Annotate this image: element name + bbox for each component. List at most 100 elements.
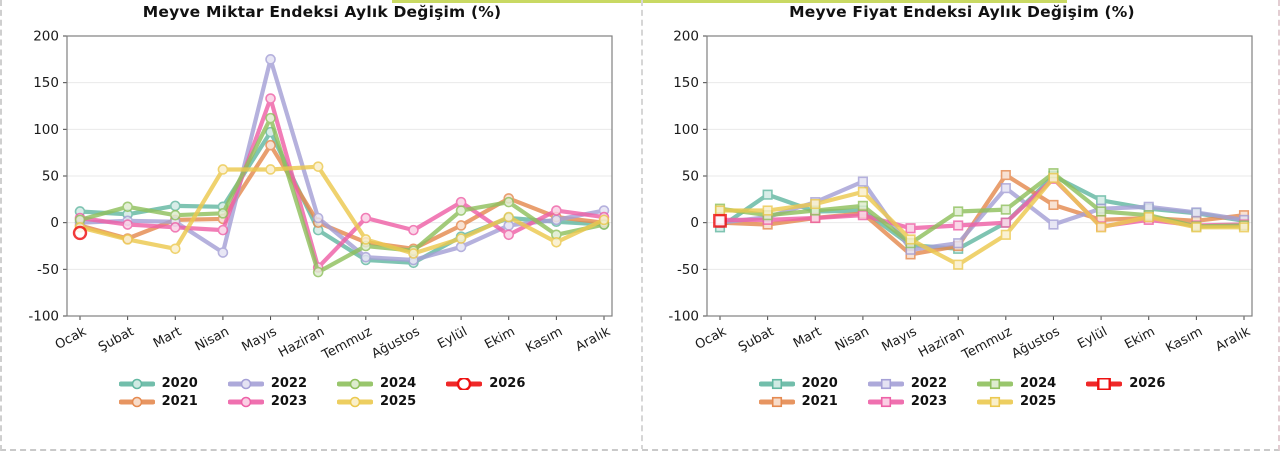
x-tick-label: Ağustos: [369, 324, 422, 362]
x-tick-label: Eylül: [435, 324, 470, 352]
data-point-marker: [349, 378, 361, 389]
data-point-marker: [762, 189, 773, 200]
legend-swatch: [977, 378, 1013, 389]
x-tick-label: Nisan: [193, 324, 232, 354]
legend-column: 2020 2021: [758, 376, 838, 409]
data-point-marker: [989, 396, 1001, 407]
legend-swatch: [118, 396, 155, 407]
legend-column: 2026: [446, 376, 525, 409]
data-point-marker: [169, 243, 181, 255]
data-point-marker: [551, 236, 562, 248]
y-tick-label: 200: [33, 29, 59, 45]
legend-item-2023: 2023: [227, 394, 307, 409]
data-point-marker: [713, 213, 727, 228]
data-point-marker: [762, 205, 773, 216]
data-point-marker: [1000, 217, 1011, 228]
data-point-marker: [857, 200, 868, 211]
data-point-marker: [771, 378, 782, 389]
y-tick-label: 50: [682, 169, 699, 185]
data-point-marker: [122, 201, 133, 213]
data-point-marker: [1096, 195, 1107, 206]
y-tick-label: -100: [28, 309, 59, 325]
data-point-marker: [857, 176, 868, 187]
data-point-marker: [953, 220, 964, 231]
legend-label: 2021: [161, 394, 198, 409]
legend-swatch: [118, 378, 155, 389]
data-point-marker: [122, 234, 133, 245]
chart-panel-quantity: Meyve Miktar Endeksi Aylık Değişim (%) 2…: [2, 0, 642, 449]
x-tick-label: Aralık: [573, 324, 613, 355]
legend-swatch: [758, 396, 795, 407]
top-accent-line: [392, 0, 1067, 3]
data-point-marker: [349, 396, 361, 407]
x-tick-label: Mayıs: [239, 324, 279, 355]
series-2024: [74, 112, 610, 278]
legend-item-2025: 2025: [977, 394, 1056, 409]
y-tick-label: 100: [33, 122, 59, 138]
data-point-marker: [265, 54, 276, 65]
legend-swatch: [867, 378, 904, 389]
legend-swatch: [227, 378, 264, 389]
chart-title-price: Meyve Fiyat Endeksi Aylık Değişim (%): [789, 3, 1135, 21]
x-tick-label: Şubat: [736, 324, 776, 355]
x-tick-label: Nisan: [833, 324, 872, 354]
data-point-marker: [771, 396, 782, 407]
series-2025: [74, 161, 610, 259]
data-point-marker: [1000, 183, 1011, 194]
x-tick-label: Kasım: [523, 324, 565, 356]
series-2026: [72, 225, 88, 241]
series-2025: [714, 172, 1250, 270]
legend-column: 2024 2025: [337, 376, 416, 409]
legend-label: 2024: [380, 376, 417, 391]
y-tick-label: -100: [668, 309, 699, 325]
x-tick-label: Aralık: [1213, 324, 1253, 355]
data-point-marker: [1191, 207, 1202, 218]
y-tick-label: 50: [42, 169, 59, 185]
data-point-marker: [1048, 172, 1059, 183]
data-point-marker: [240, 396, 252, 407]
data-point-marker: [131, 396, 142, 407]
data-point-marker: [217, 224, 229, 236]
legend-label: 2023: [270, 394, 307, 409]
legend-swatch: [337, 396, 373, 407]
legend-swatch: [227, 396, 264, 407]
legend-item-2024: 2024: [977, 376, 1056, 391]
chart-legend-quantity: 2020 2021 2022 2023 2024 2025 2026: [2, 376, 642, 409]
legend-label: 2026: [1129, 376, 1166, 391]
data-point-marker: [953, 238, 964, 249]
data-point-marker: [1000, 169, 1011, 181]
chart-panel-price: Meyve Fiyat Endeksi Aylık Değişim (%) 20…: [642, 0, 1278, 449]
x-tick-label: Şubat: [96, 324, 136, 355]
panel-divider: [641, 0, 643, 449]
legend-item-2026: 2026: [1086, 376, 1165, 391]
series-2026: [713, 213, 727, 228]
data-point-marker: [1143, 201, 1154, 212]
legend-item-2021: 2021: [758, 394, 838, 409]
legend-label: 2020: [161, 376, 198, 391]
data-point-marker: [905, 223, 916, 234]
data-point-marker: [989, 378, 1001, 389]
legend-item-2021: 2021: [118, 394, 198, 409]
data-point-marker: [217, 208, 229, 219]
data-point-marker: [312, 161, 324, 172]
data-point-marker: [131, 378, 142, 389]
data-point-marker: [312, 266, 324, 278]
legend-item-2025: 2025: [337, 394, 416, 409]
y-tick-label: 100: [673, 122, 699, 138]
legend-column: 2024 2025: [977, 376, 1056, 409]
data-point-marker: [857, 210, 868, 221]
data-point-marker: [1191, 222, 1202, 233]
x-tick-label: Ekim: [1122, 324, 1157, 352]
y-tick-label: 0: [690, 215, 699, 231]
x-tick-label: Mart: [791, 324, 824, 351]
y-tick-label: 0: [50, 215, 59, 231]
x-tick-label: Ekim: [482, 324, 517, 352]
x-tick-label: Ocak: [53, 324, 89, 353]
data-point-marker: [265, 139, 276, 151]
data-point-marker: [312, 212, 324, 224]
data-point-marker: [122, 219, 133, 230]
data-point-marker: [456, 377, 472, 390]
x-tick-label: Eylül: [1075, 324, 1110, 352]
